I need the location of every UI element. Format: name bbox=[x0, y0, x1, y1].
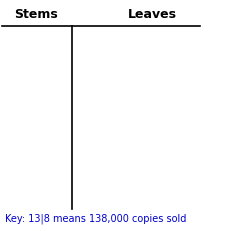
Text: Stems: Stems bbox=[14, 7, 58, 20]
Text: Leaves: Leaves bbox=[128, 7, 177, 20]
Text: Key: 13|8 means 138,000 copies sold: Key: 13|8 means 138,000 copies sold bbox=[5, 213, 186, 223]
